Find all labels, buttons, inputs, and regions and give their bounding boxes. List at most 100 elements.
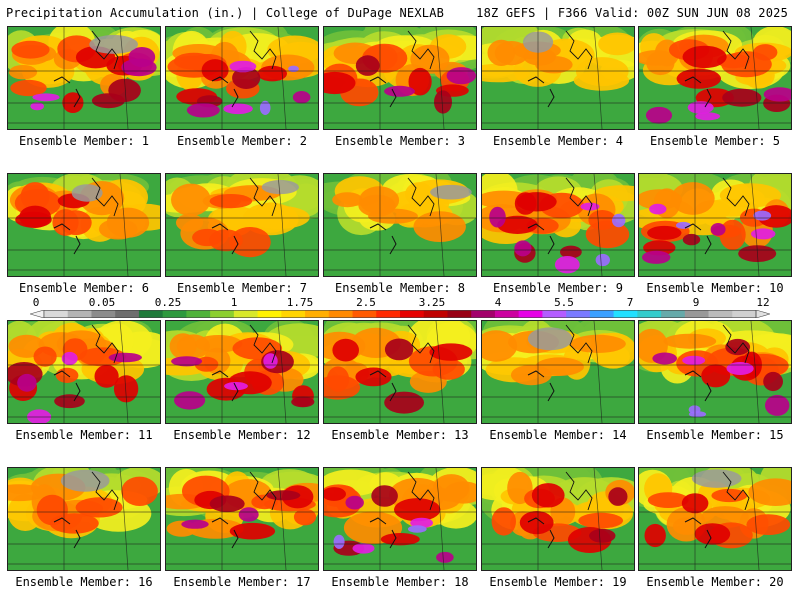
colorbar-tick-label: 12	[756, 296, 770, 309]
colorbar-swatch	[447, 310, 472, 318]
precip-field	[8, 174, 160, 276]
ensemble-member-label: Ensemble Member: 14	[489, 428, 627, 442]
colorbar-tick-label: 7	[626, 296, 634, 309]
ensemble-member-label: Ensemble Member: 19	[489, 575, 627, 589]
colorbar-swatch	[518, 310, 543, 318]
colorbar-swatch	[162, 310, 187, 318]
ensemble-member-label: Ensemble Member: 9	[492, 281, 624, 295]
colorbar-tick-label: 5.5	[554, 296, 574, 309]
precip-field	[166, 174, 318, 276]
colorbar-swatch	[376, 310, 401, 318]
colorbar-swatch	[352, 310, 377, 318]
ensemble-member-label: Ensemble Member: 20	[646, 575, 784, 589]
ensemble-member-label: Ensemble Member: 17	[173, 575, 311, 589]
ensemble-member-map	[7, 320, 161, 424]
ensemble-member-label: Ensemble Member: 15	[646, 428, 784, 442]
colorbar-swatch	[186, 310, 211, 318]
ensemble-member-map	[481, 320, 635, 424]
ensemble-member-map	[7, 26, 161, 130]
colorbar-swatch	[542, 310, 567, 318]
ensemble-member-label: Ensemble Member: 6	[18, 281, 150, 295]
colorbar-swatch	[684, 310, 710, 318]
colorbar-swatch	[257, 310, 282, 318]
precip-field	[482, 174, 634, 276]
colorbar-swatch	[305, 310, 330, 318]
colorbar-swatch	[661, 310, 686, 318]
colorbar-swatch	[494, 310, 520, 318]
precip-field	[639, 468, 791, 570]
precip-field	[166, 27, 318, 129]
precip-field	[324, 321, 476, 423]
colorbar-swatch	[471, 310, 496, 318]
colorbar-left-arrow	[30, 310, 45, 318]
colorbar-swatch	[138, 310, 164, 318]
ensemble-member-map	[638, 320, 792, 424]
precip-field	[482, 321, 634, 423]
ensemble-member-label: Ensemble Member: 11	[15, 428, 153, 442]
precip-field	[639, 174, 791, 276]
colorbar-swatch	[44, 310, 69, 318]
ensemble-member-label: Ensemble Member: 7	[176, 281, 308, 295]
colorbar-tick-label: 0.05	[88, 296, 116, 309]
precip-field	[8, 27, 160, 129]
precip-field	[639, 27, 791, 129]
colorbar-swatch	[91, 310, 116, 318]
ensemble-member-label: Ensemble Member: 10	[646, 281, 784, 295]
precip-field	[166, 468, 318, 570]
colorbar-swatch	[281, 310, 306, 318]
colorbar-tick-label: 3.25	[418, 296, 446, 309]
ensemble-member-map	[323, 320, 477, 424]
colorbar-right-arrow	[755, 310, 770, 318]
colorbar-swatch	[589, 310, 615, 318]
ensemble-member-label: Ensemble Member: 13	[331, 428, 469, 442]
colorbar-tick-label: 4	[494, 296, 502, 309]
ensemble-member-label: Ensemble Member: 4	[492, 134, 624, 148]
ensemble-member-map	[481, 173, 635, 277]
ensemble-member-map	[481, 26, 635, 130]
precip-field	[8, 321, 160, 423]
colorbar-swatch	[210, 310, 235, 318]
ensemble-member-map	[638, 26, 792, 130]
colorbar-tick-label: 9	[692, 296, 700, 309]
ensemble-member-label: Ensemble Member: 1	[18, 134, 150, 148]
ensemble-member-map	[165, 26, 319, 130]
ensemble-member-label: Ensemble Member: 2	[176, 134, 308, 148]
precip-field	[639, 321, 791, 423]
colorbar-tick-label: 1.75	[286, 296, 314, 309]
ensemble-member-label: Ensemble Member: 3	[334, 134, 466, 148]
precip-field	[8, 468, 160, 570]
colorbar-tick-label: 2.5	[356, 296, 376, 309]
ensemble-member-map	[7, 467, 161, 571]
precip-field	[166, 321, 318, 423]
ensemble-member-map	[638, 467, 792, 571]
precip-field	[324, 468, 476, 570]
colorbar-swatch	[566, 310, 591, 318]
precip-field	[324, 174, 476, 276]
ensemble-member-map	[165, 320, 319, 424]
ensemble-member-label: Ensemble Member: 5	[649, 134, 781, 148]
ensemble-member-label: Ensemble Member: 16	[15, 575, 153, 589]
colorbar-swatch	[67, 310, 92, 318]
colorbar-swatch	[115, 310, 140, 318]
colorbar-swatch	[400, 310, 425, 318]
colorbar-swatch	[732, 310, 757, 318]
colorbar-tick-label: 0.25	[154, 296, 182, 309]
colorbar-swatch	[423, 310, 448, 318]
colorbar-swatch	[613, 310, 638, 318]
colorbar-swatch	[637, 310, 662, 318]
ensemble-member-label: Ensemble Member: 12	[173, 428, 311, 442]
ensemble-member-map	[323, 173, 477, 277]
colorbar-swatch	[328, 310, 354, 318]
colorbar-tick-label: 1	[230, 296, 238, 309]
precip-field	[482, 468, 634, 570]
ensemble-member-map	[7, 173, 161, 277]
ensemble-member-map	[638, 173, 792, 277]
colorbar-swatch	[708, 310, 733, 318]
run-valid-time: 18Z GEFS | F366 Valid: 00Z SUN JUN 08 20…	[476, 6, 788, 20]
ensemble-member-map	[165, 173, 319, 277]
ensemble-member-map	[323, 26, 477, 130]
colorbar-swatch	[233, 310, 259, 318]
ensemble-member-map	[165, 467, 319, 571]
ensemble-member-map	[323, 467, 477, 571]
page-title: Precipitation Accumulation (in.) | Colle…	[6, 6, 445, 20]
